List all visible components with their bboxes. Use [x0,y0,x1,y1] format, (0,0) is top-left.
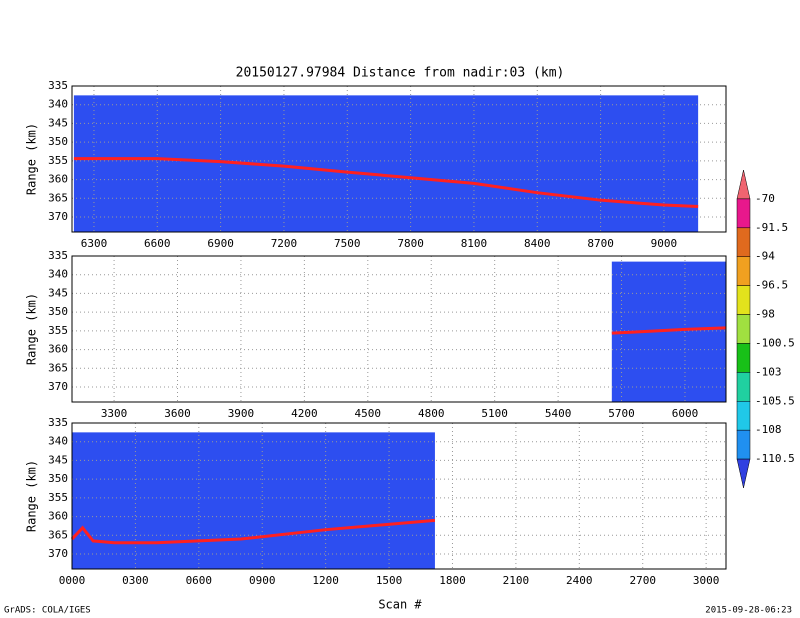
footer-left: GrADS: COLA/IGES [4,606,91,616]
y-tick-label: 345 [48,453,68,466]
colorbar-swatch [736,285,751,315]
y-tick-label: 365 [48,528,68,541]
x-tick-label: 3900 [228,407,255,420]
colorbar-swatch [736,256,751,286]
x-tick-label: 3300 [101,407,128,420]
y-tick-label: 360 [48,510,68,523]
plot-frame [71,422,727,570]
x-tick-label: 5700 [608,407,635,420]
x-tick-label: 1800 [439,574,466,587]
x-tick-label: 4500 [355,407,382,420]
y-tick-label: 370 [48,547,68,560]
y-tick-label: 340 [48,98,68,111]
y-tick-label: 370 [48,210,68,223]
colorbar-label: -91.5 [755,221,788,234]
x-tick-label: 3600 [164,407,191,420]
y-tick-label: 355 [48,491,68,504]
surface-line [70,518,436,545]
colorbar-end [736,458,751,489]
colorbar-swatch [736,198,751,229]
colorbar-swatch [736,429,751,460]
y-axis-label: Range (km) [25,123,39,195]
y-tick-label: 345 [48,116,68,129]
colorbar-label: -105.5 [755,394,795,407]
plot-frame [71,85,727,233]
colorbar-label: -108 [755,423,782,436]
colorbar-end [736,169,751,200]
y-tick-label: 335 [48,416,68,429]
x-tick-label: 3000 [693,574,720,587]
y-tick-label: 335 [48,79,68,92]
colorbar-label: -96.5 [755,279,788,292]
x-tick-label: 4200 [291,407,318,420]
x-axis-label: Scan # [378,598,422,612]
x-tick-label: 7800 [397,237,424,250]
y-tick-label: 355 [48,154,68,167]
colorbar-label: -70 [755,192,775,205]
x-tick-label: 9000 [651,237,678,250]
plot-frame [71,255,727,403]
data-extent [72,432,435,569]
surface-line [73,157,699,209]
x-tick-label: 1200 [312,574,339,587]
x-tick-label: 8700 [587,237,614,250]
surface-line [611,326,727,335]
y-tick-label: 365 [48,361,68,374]
colorbar-swatch [736,314,751,344]
x-tick-label: 0300 [122,574,149,587]
footer-right: 2015-09-28-06:23 [705,606,792,616]
colorbar-label: -98 [755,308,775,321]
y-tick-label: 335 [48,249,68,262]
x-tick-label: 0600 [186,574,213,587]
data-extent [73,95,699,232]
x-tick-label: 6900 [207,237,234,250]
x-tick-label: 6300 [81,237,108,250]
x-tick-label: 8100 [461,237,488,250]
y-tick-label: 340 [48,435,68,448]
chart-title: 20150127.97984 Distance from nadir:03 (k… [236,66,565,81]
y-tick-label: 345 [48,286,68,299]
x-tick-label: 5400 [545,407,572,420]
colorbar-swatch [736,372,751,402]
x-tick-label: 0900 [249,574,276,587]
x-tick-label: 2100 [503,574,530,587]
x-tick-label: 7500 [334,237,361,250]
x-tick-label: 5100 [481,407,508,420]
x-tick-label: 2400 [566,574,593,587]
colorbar-swatch [736,343,751,373]
y-axis-label: Range (km) [25,293,39,365]
y-tick-label: 350 [48,472,68,485]
y-tick-label: 350 [48,135,68,148]
x-tick-label: 2700 [629,574,656,587]
y-tick-label: 340 [48,268,68,281]
x-tick-label: 6600 [144,237,171,250]
colorbar-label: -94 [755,250,775,263]
y-tick-label: 360 [48,173,68,186]
colorbar-swatch [736,401,751,431]
y-axis-label: Range (km) [25,460,39,532]
x-tick-label: 1500 [376,574,403,587]
x-tick-label: 4800 [418,407,445,420]
y-tick-label: 365 [48,191,68,204]
colorbar-label: -103 [755,365,782,378]
y-tick-label: 360 [48,343,68,356]
y-tick-label: 350 [48,305,68,318]
colorbar-label: -110.5 [755,452,795,465]
y-tick-label: 370 [48,380,68,393]
x-tick-label: 8400 [524,237,551,250]
x-tick-label: 0000 [59,574,86,587]
colorbar-swatch [736,227,751,257]
x-tick-label: 6000 [672,407,699,420]
x-tick-label: 7200 [271,237,298,250]
colorbar-label: -100.5 [755,336,795,349]
y-tick-label: 355 [48,324,68,337]
